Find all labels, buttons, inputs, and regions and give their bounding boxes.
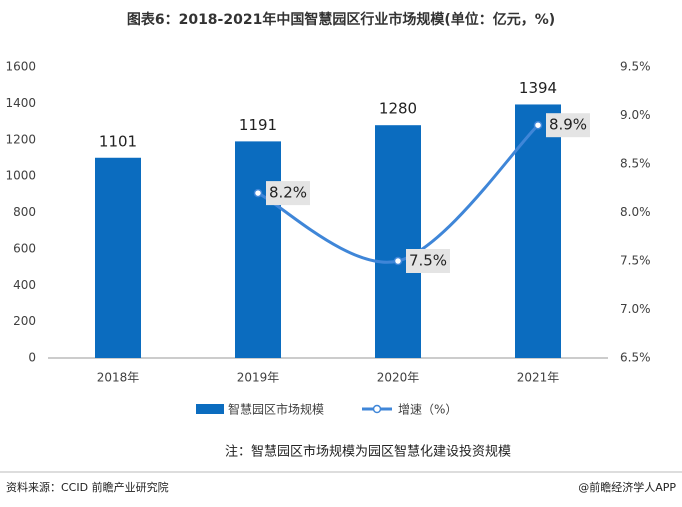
y-tick-label: 1000 xyxy=(5,169,36,183)
y-tick-label: 400 xyxy=(13,278,36,292)
line-label: 8.9% xyxy=(549,116,587,134)
line-label: 8.2% xyxy=(269,184,307,202)
bar xyxy=(375,125,421,358)
bar-label: 1394 xyxy=(519,79,557,97)
label-box xyxy=(406,249,450,273)
note: 注：智慧园区市场规模为园区智慧化建设投资规模 xyxy=(225,444,511,460)
y2-tick-label: 9.0% xyxy=(620,108,651,122)
x-tick-label: 2020年 xyxy=(377,371,420,385)
line-point xyxy=(533,120,543,130)
bar-label: 1191 xyxy=(239,116,277,134)
y2-tick-label: 6.5% xyxy=(620,351,651,365)
label-box xyxy=(546,113,590,138)
bar xyxy=(95,157,141,358)
y2-tick-label: 8.0% xyxy=(620,205,651,219)
y-tick-label: 1600 xyxy=(5,60,36,74)
line-label: 7.5% xyxy=(409,252,447,270)
bar xyxy=(515,104,561,358)
bar xyxy=(235,141,281,358)
line-point xyxy=(253,188,263,198)
label-box xyxy=(266,181,310,206)
source: 资料来源：CCID 前瞻产业研究院 xyxy=(6,480,169,494)
x-tick-label: 2019年 xyxy=(237,371,280,385)
y-tick-label: 1200 xyxy=(5,132,36,146)
line-point xyxy=(393,256,403,266)
y2-tick-label: 8.5% xyxy=(620,157,651,171)
bar-label: 1101 xyxy=(99,132,137,150)
y-tick-label: 800 xyxy=(13,205,36,219)
chart-title: 图表6：2018-2021年中国智慧园区行业市场规模(单位：亿元，%) xyxy=(127,11,555,28)
y2-tick-label: 7.0% xyxy=(620,302,651,316)
y2-tick-label: 9.5% xyxy=(620,60,651,74)
y-tick-label: 1400 xyxy=(5,96,36,110)
y-tick-label: 200 xyxy=(13,314,36,328)
y-tick-label: 600 xyxy=(13,241,36,255)
bar-label: 1280 xyxy=(379,100,417,118)
legend-point xyxy=(372,404,382,414)
y2-tick-label: 7.5% xyxy=(620,254,651,268)
legend-label: 智慧园区市场规模 xyxy=(228,402,324,417)
legend-label: 增速（%） xyxy=(398,403,457,417)
brand: @前瞻经济学人APP xyxy=(578,480,676,494)
x-tick-label: 2018年 xyxy=(97,371,140,385)
legend-swatch xyxy=(196,404,224,414)
y-tick-label: 0 xyxy=(28,351,36,365)
x-tick-label: 2021年 xyxy=(517,371,560,385)
